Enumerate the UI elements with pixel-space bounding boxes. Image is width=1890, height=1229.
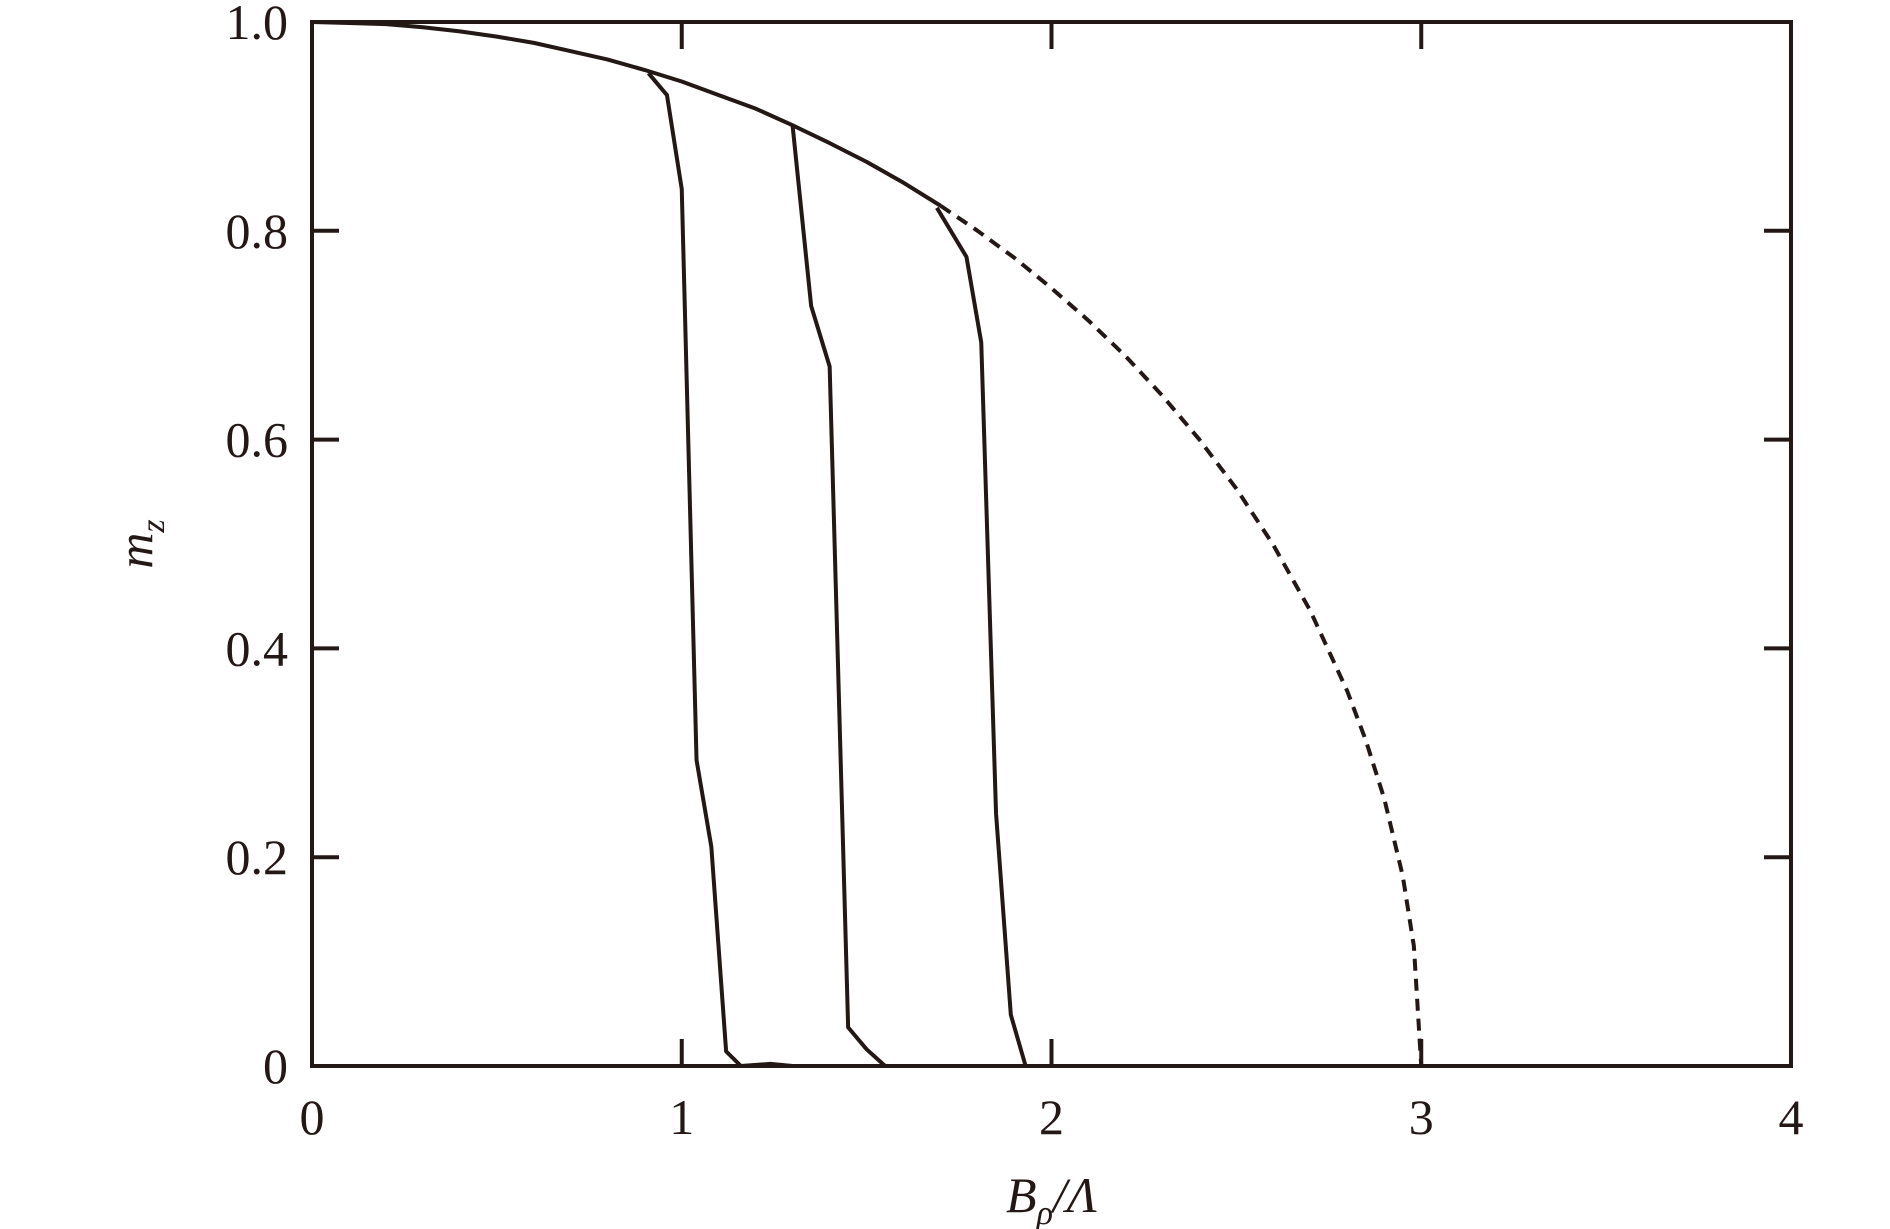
y-axis-label-part: z [135,519,172,533]
y-tick-label: 0.4 [226,620,289,676]
plot-frame [310,20,1793,1068]
x-tick-label: 0 [300,1089,325,1145]
y-tick-label: 1.0 [226,0,289,50]
solid-line [790,126,887,1068]
dashed-line [939,204,1424,1067]
x-axis-label-part: B [1006,1167,1037,1223]
x-tick-label: 4 [1779,1089,1804,1145]
x-tick-label: 3 [1409,1089,1434,1145]
y-tick-label: 0 [263,1038,288,1094]
solid-line [311,20,942,208]
y-axis-label: mz [107,519,172,568]
x-tick-label: 2 [1039,1089,1064,1145]
solid-line [646,71,793,1068]
x-axis-label-part: ρ [1036,1195,1053,1229]
y-tick-label: 0.6 [226,412,289,468]
x-tick-label: 1 [669,1089,694,1145]
x-axis-label: Bρ/Λ [1006,1167,1097,1229]
y-tick-label: 0.2 [226,829,289,885]
solid-line [935,206,1028,1067]
y-axis-label-part: m [107,533,163,569]
y-tick-label: 0.8 [226,203,289,259]
x-axis-label-part: /Λ [1050,1167,1097,1223]
